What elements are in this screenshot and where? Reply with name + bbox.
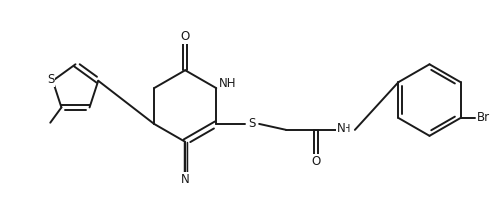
Text: O: O xyxy=(312,155,320,168)
Text: S: S xyxy=(248,118,256,130)
Text: S: S xyxy=(47,73,54,86)
Text: N: N xyxy=(336,122,345,135)
Text: N: N xyxy=(181,173,190,186)
Text: H: H xyxy=(343,124,350,134)
Text: Br: Br xyxy=(477,111,490,124)
Text: NH: NH xyxy=(218,77,236,90)
Text: O: O xyxy=(180,30,190,43)
